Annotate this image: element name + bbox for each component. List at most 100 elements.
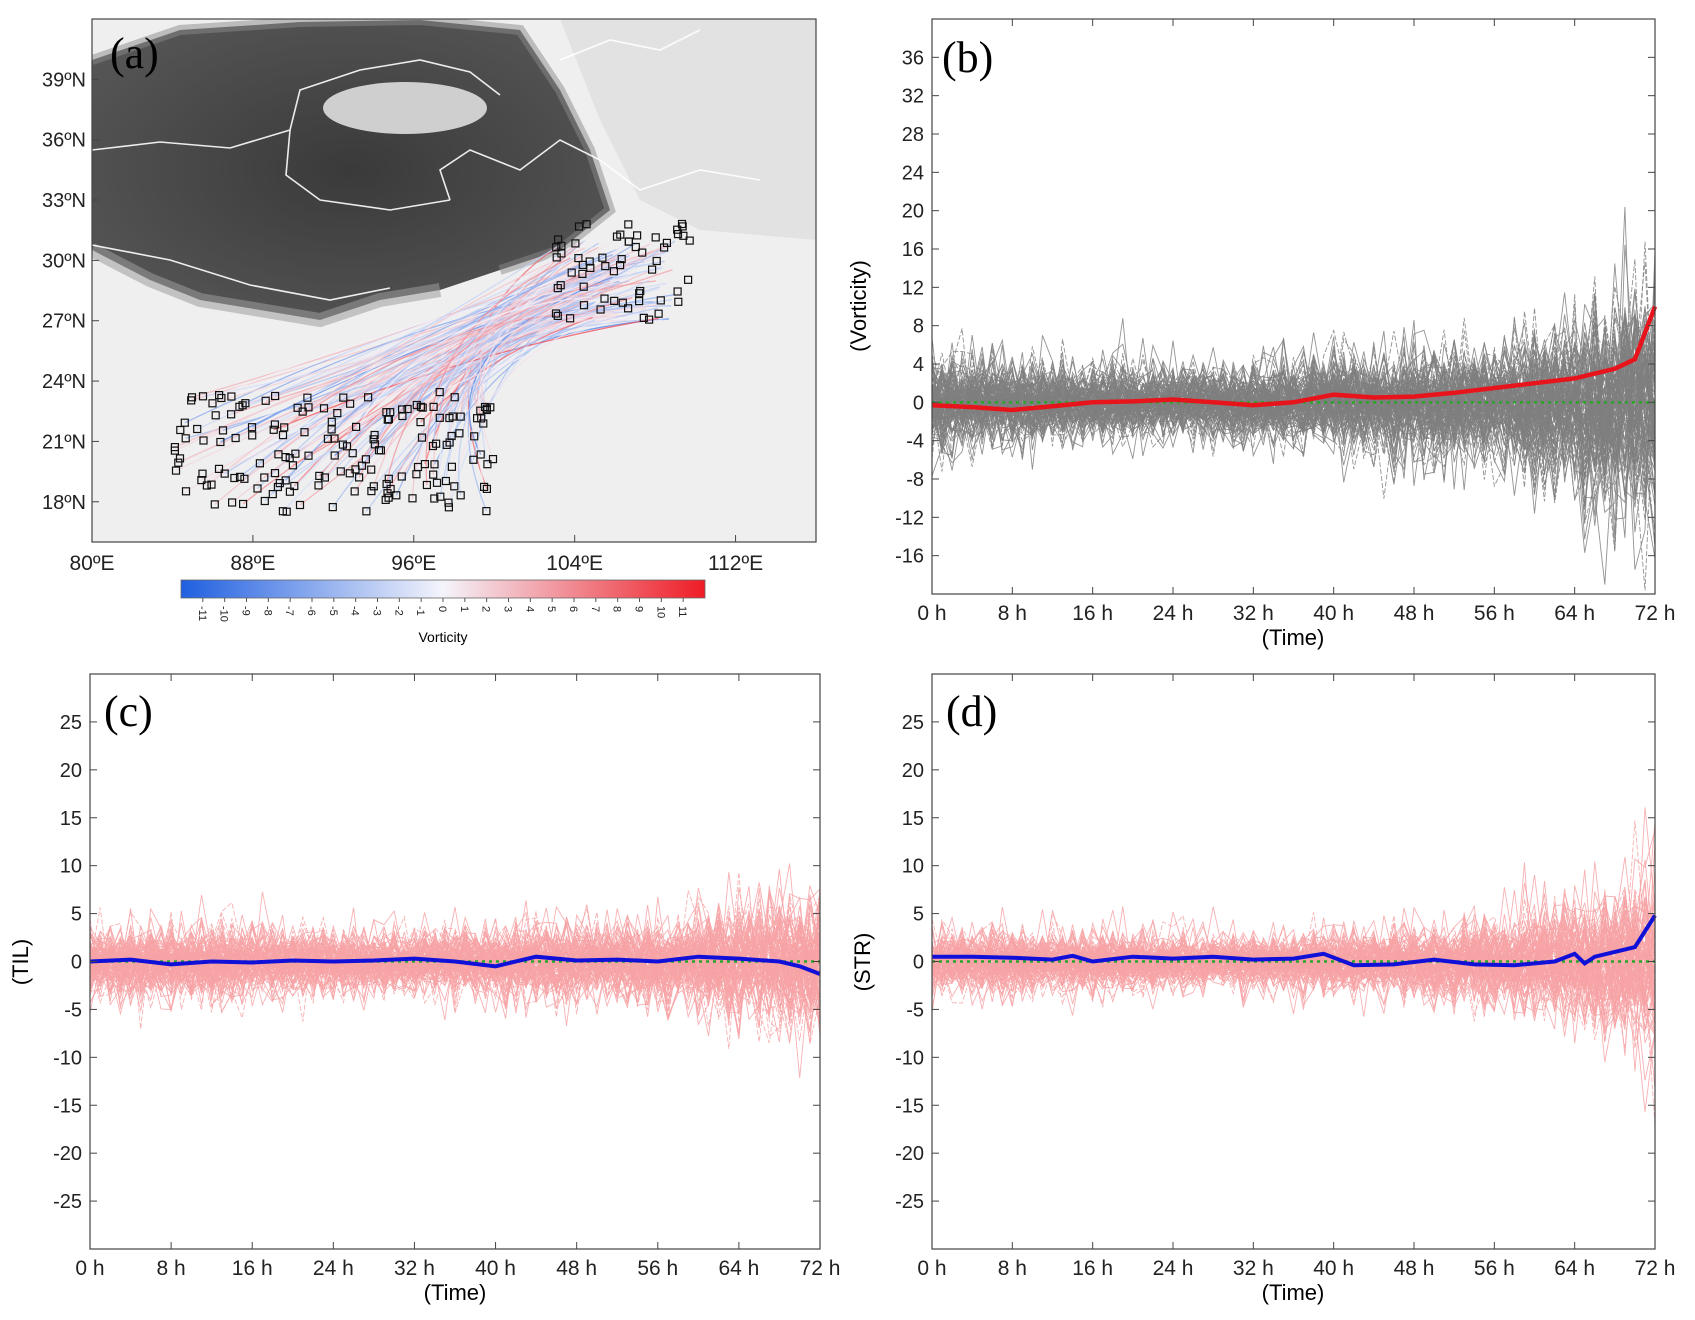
trajectory-marker — [677, 219, 687, 229]
trajectory-marker — [408, 494, 417, 503]
y-tick-label: 0 — [71, 952, 82, 974]
ensemble-line — [932, 331, 1655, 452]
trajectory-marker — [367, 465, 376, 474]
colorbar-tick-label: 5 — [545, 606, 557, 612]
trajectory-marker — [384, 474, 393, 483]
x-tick-label: 24 h — [1153, 602, 1194, 625]
trajectory-line — [179, 276, 606, 459]
y-tick-label: 5 — [913, 904, 924, 926]
y-tick-label: -25 — [53, 1191, 82, 1213]
ensemble-line — [932, 820, 1655, 1017]
y-tick-label: 12 — [902, 277, 924, 299]
map-x-tick-label: 88ºE — [230, 552, 275, 575]
trajectory-marker — [300, 428, 309, 437]
trajectory-marker — [469, 455, 478, 464]
panel-d-ticks: 0 h 8 h 16 h 24 h 32 h 40 h 48 h 56 h 64 h 72 h 25… — [895, 674, 1675, 1280]
colorbar-tick-label: 9 — [633, 606, 645, 612]
x-tick-label: 56 h — [1474, 602, 1515, 625]
str-mean-line — [932, 914, 1657, 968]
trajectory-marker — [398, 411, 407, 421]
trajectory-marker — [345, 469, 354, 478]
ensemble-line — [90, 887, 820, 1037]
x-tick-label: 72 h — [1635, 602, 1676, 625]
colorbar-tick-label: 1 — [458, 606, 470, 612]
trajectory-marker — [241, 399, 250, 408]
colorbar — [180, 579, 706, 599]
trajectory-marker — [176, 425, 185, 435]
trajectory-marker — [281, 476, 290, 485]
ensemble-line — [932, 820, 1655, 1018]
colorbar-tick-label: -7 — [283, 606, 295, 616]
trajectory-marker — [456, 412, 465, 421]
colorbar-tick-label: 3 — [502, 606, 514, 612]
trajectory-line — [420, 316, 593, 423]
trajectory-marker — [174, 458, 183, 467]
colorbar-tick-label: -6 — [305, 606, 317, 616]
trajectory-marker — [231, 433, 240, 443]
x-tick-label: 48 h — [1394, 1257, 1435, 1280]
trajectory-marker — [610, 296, 619, 305]
y-tick-label: 8 — [913, 316, 924, 338]
trajectory-marker — [214, 464, 224, 473]
panel-b-vorticity: 0 h 8 h 16 h 24 h 32 h 40 h 48 h 56 h 64 h 72 h 36… — [846, 18, 1675, 650]
y-tick-label: 24 — [902, 162, 924, 184]
colorbar-ticks: -11 -10 -9 -8 -7 -6 -5 -4 -3 -2 -1 0 1 2 3 4 5 6 7 8 9 10 11 — [196, 598, 688, 622]
x-tick-label: 72 h — [1635, 1257, 1676, 1280]
trajectory-marker — [198, 469, 207, 478]
x-tick-label: 32 h — [1233, 1257, 1274, 1280]
map-y-tick-label: 33ºN — [42, 190, 86, 212]
trajectory-marker — [598, 253, 607, 262]
trajectory-marker — [615, 261, 625, 270]
trajectory-marker — [656, 296, 665, 305]
x-tick-label: 56 h — [1474, 1257, 1515, 1280]
y-tick-label: -12 — [895, 507, 924, 529]
trajectory-marker — [651, 233, 660, 242]
y-tick-label: -15 — [895, 1095, 924, 1117]
trajectory-line — [285, 271, 636, 458]
trajectory-marker — [260, 496, 269, 506]
trajectory-marker — [336, 467, 345, 476]
trajectory-line — [464, 278, 580, 437]
trajectory-line — [417, 247, 570, 468]
trajectory-marker — [574, 222, 584, 231]
trajectory-marker — [477, 414, 486, 423]
colorbar-tick-label: -8 — [261, 606, 273, 616]
trajectory-marker — [482, 484, 491, 493]
trajectory-marker — [218, 426, 228, 435]
trajectory-marker — [207, 480, 216, 489]
ensemble-line — [932, 347, 1655, 441]
trajectory-marker — [278, 507, 287, 516]
trajectory-marker — [269, 425, 278, 434]
trajectory-marker — [181, 487, 191, 496]
trajectory-marker — [328, 503, 337, 512]
trajectory-line — [185, 311, 612, 492]
vorticity-mean-line — [931, 305, 1658, 413]
trajectory-marker — [596, 305, 605, 314]
trajectory-marker — [346, 399, 355, 408]
x-tick-label: 48 h — [1394, 602, 1435, 625]
map-y-tick-label: 27ºN — [42, 311, 86, 333]
trajectory-marker — [430, 460, 439, 469]
trajectory-marker — [636, 286, 645, 296]
ensemble-line — [90, 914, 820, 1027]
trajectory-marker — [239, 499, 248, 509]
panel-b-ticks: 0 h 8 h 16 h 24 h 32 h 40 h 48 h 56 h 64 h 72 h 36… — [895, 19, 1675, 625]
trajectory-marker — [428, 441, 437, 451]
ensemble-line — [932, 900, 1655, 1022]
trajectory-marker — [370, 440, 379, 449]
trajectory-marker — [298, 407, 307, 416]
ensemble-line — [932, 338, 1655, 490]
trajectory-marker — [248, 431, 257, 440]
trajectory-marker — [369, 435, 378, 444]
trajectory-marker — [552, 253, 561, 262]
map-y-tick-label: 36ºN — [42, 130, 86, 152]
trajectory-marker — [456, 491, 465, 500]
trajectory-marker — [227, 410, 236, 419]
trajectory-marker — [617, 255, 626, 264]
trajectory-marker — [685, 236, 694, 245]
trajectory-marker — [429, 402, 438, 411]
trajectory-marker — [450, 393, 459, 402]
trajectory-marker — [579, 301, 589, 310]
